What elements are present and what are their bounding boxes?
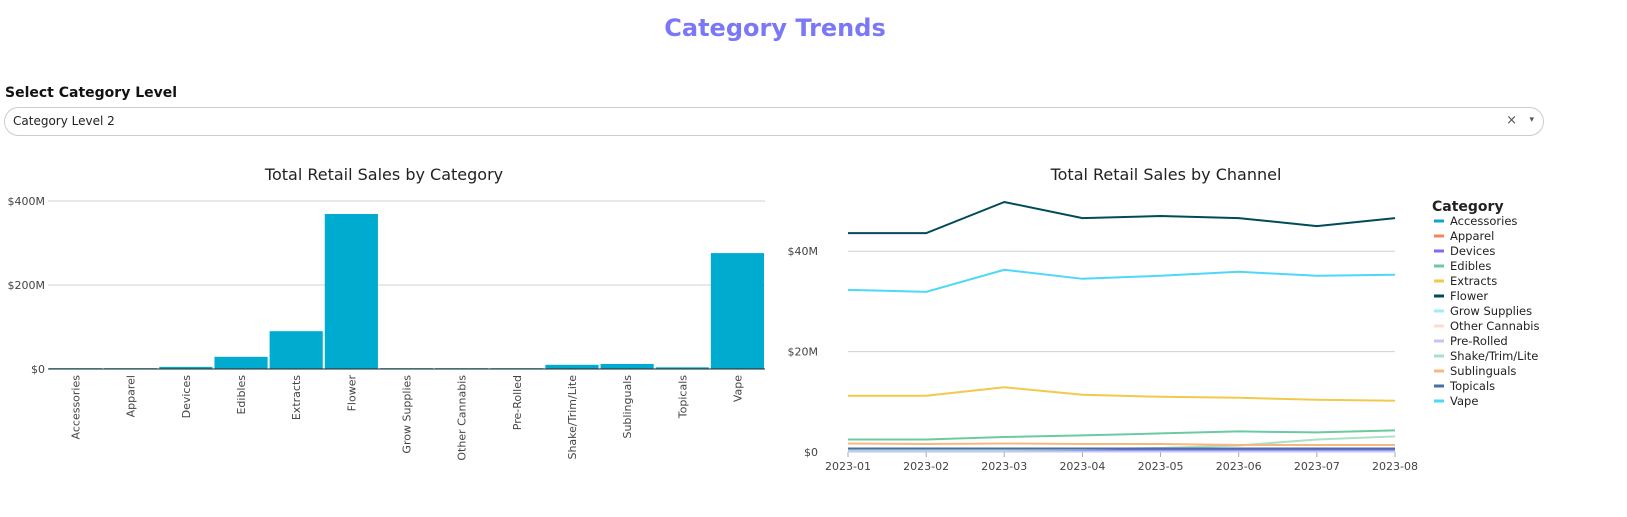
x-tick-label: Apparel [125, 375, 138, 417]
series-line-edibles [848, 429, 1396, 441]
x-tick-label: Other Cannabis [456, 375, 469, 461]
x-tick-label: 2023-03 [981, 460, 1027, 473]
x-tick-label: Extracts [290, 375, 303, 420]
clear-icon[interactable]: × [1506, 113, 1517, 128]
x-tick-label: Sublinguals [621, 375, 634, 439]
legend-item: Vape [1450, 394, 1478, 408]
x-tick-label: Accessories [70, 375, 83, 440]
x-tick-label: 2023-01 [825, 460, 871, 473]
category-level-label: Select Category Level [5, 85, 178, 101]
legend-item: Pre-Rolled [1450, 334, 1508, 348]
x-tick-label: 2023-08 [1372, 460, 1418, 473]
x-tick-label: Topicals [676, 375, 689, 419]
x-tick-label: Grow Supplies [401, 375, 414, 454]
x-tick-label: 2023-04 [1059, 460, 1105, 473]
x-tick-label: Vape [731, 375, 744, 402]
x-tick-label: 2023-07 [1294, 460, 1340, 473]
y-tick-label: $0 [804, 446, 818, 459]
dropdown-selected-value: Category Level 2 [13, 114, 115, 128]
chart-title: Total Retail Sales by Category [264, 165, 503, 184]
x-tick-label: Pre-Rolled [511, 375, 524, 430]
chart-title: Total Retail Sales by Channel [1050, 165, 1282, 184]
series-line-flower [848, 200, 1396, 235]
series-line-extracts [848, 386, 1396, 402]
bar-flower [324, 214, 378, 369]
bar-sublinguals [600, 363, 654, 369]
bar-devices [159, 366, 213, 369]
x-tick-label: Devices [180, 375, 193, 419]
x-tick-label: 2023-06 [1216, 460, 1262, 473]
bar-edibles [214, 356, 268, 369]
line-chart: Total Retail Sales by Channel $0 $20M $40M 2… [788, 165, 1540, 473]
y-tick-label: $40M [788, 245, 819, 258]
series-line-vape [847, 268, 1396, 293]
y-tick-label: $0 [31, 363, 45, 376]
legend-item: Flower [1450, 289, 1488, 303]
legend-item: Grow Supplies [1450, 304, 1532, 318]
x-tick-label: Shake/Trim/Lite [566, 375, 579, 460]
y-tick-label: $200M [8, 279, 46, 292]
y-tick-label: $400M [8, 195, 46, 208]
legend-item: Edibles [1450, 259, 1491, 273]
bar-extracts [269, 331, 323, 369]
series-line-sublinguals [847, 442, 1395, 446]
legend-item: Accessories [1450, 214, 1517, 228]
legend-item: Sublinguals [1450, 364, 1516, 378]
legend-item: Extracts [1450, 274, 1497, 288]
legend-title: Category [1432, 199, 1504, 215]
legend-item: Other Cannabis [1450, 319, 1540, 333]
category-level-dropdown[interactable]: Category Level 2 × ▾ [4, 107, 1544, 136]
legend-item: Topicals [1449, 379, 1495, 393]
bar-shake-trim-lite [545, 364, 599, 369]
x-tick-label: 2023-02 [903, 460, 949, 473]
legend-item: Shake/Trim/Lite [1450, 349, 1538, 363]
legend-item: Devices [1450, 244, 1495, 258]
x-tick-label: Flower [345, 375, 358, 412]
bar-topicals [655, 367, 709, 369]
x-tick-label: 2023-05 [1138, 460, 1184, 473]
y-tick-label: $20M [788, 346, 819, 359]
legend-item: Apparel [1450, 229, 1494, 243]
bar-chart: Total Retail Sales by Category $0 $200M $40… [8, 165, 765, 461]
x-tick-label: Edibles [235, 375, 248, 415]
page-title: Category Trends [664, 14, 886, 42]
bar-vape [710, 253, 764, 369]
chevron-down-icon[interactable]: ▾ [1529, 115, 1534, 125]
